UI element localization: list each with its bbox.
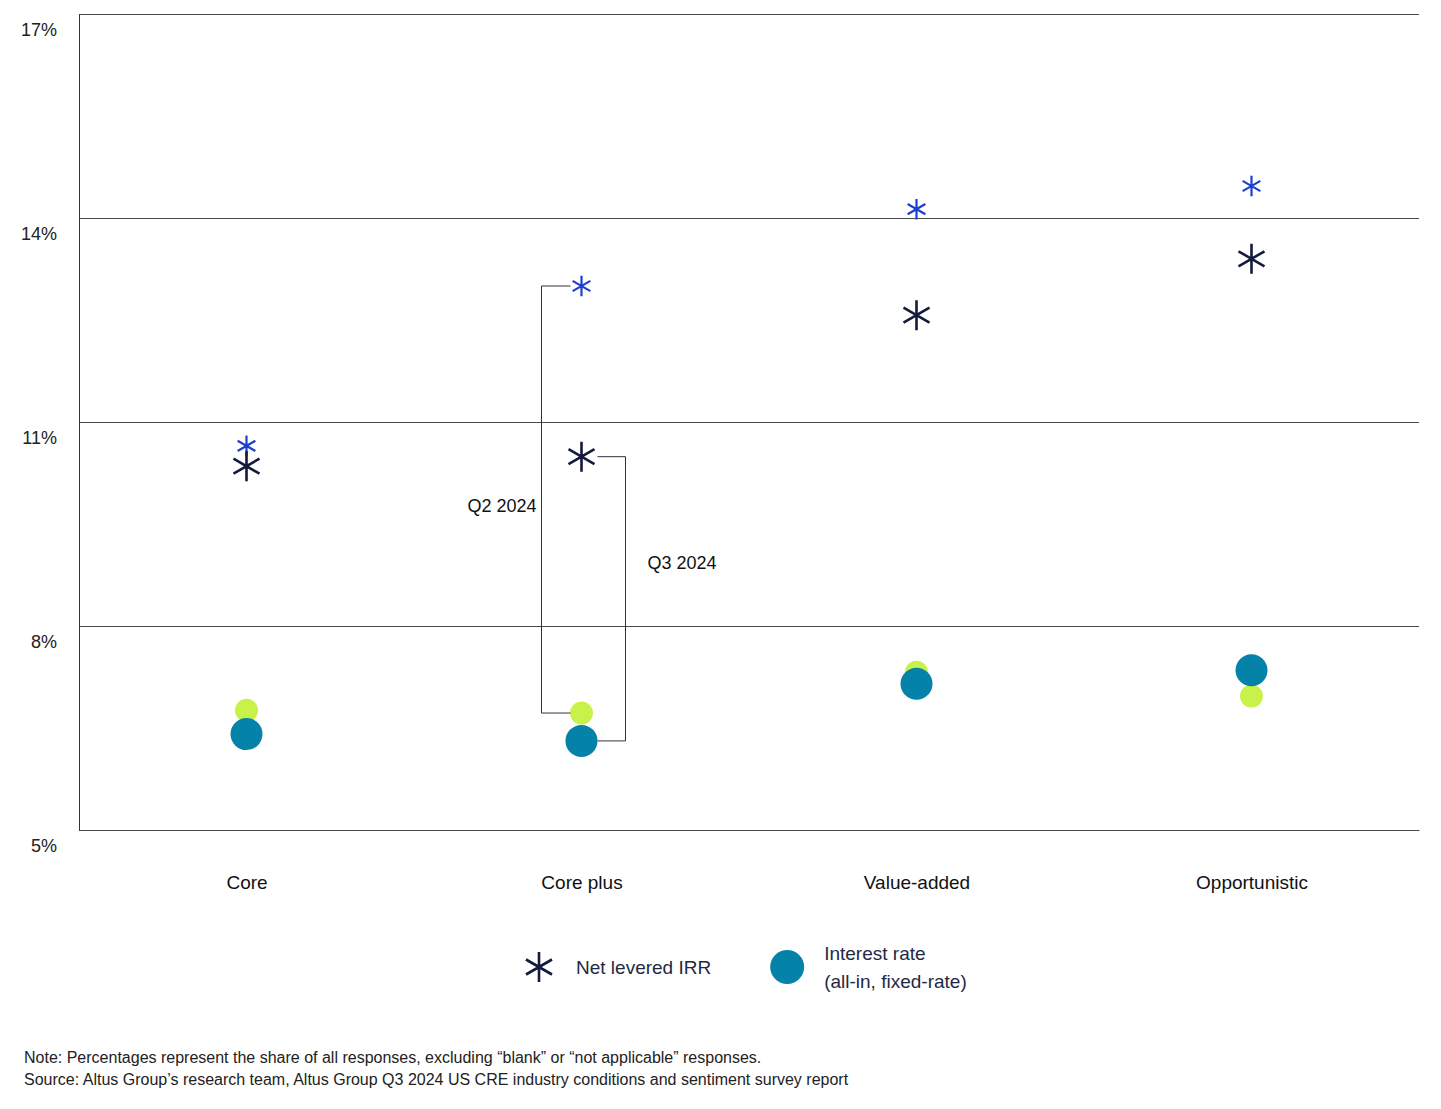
x-tick: Value-added <box>864 830 970 893</box>
x-tick-label: Opportunistic <box>1196 872 1308 893</box>
y-tick: 11% <box>22 423 79 449</box>
legend-item: Net levered IRR <box>526 952 711 982</box>
y-tick-label: 17% <box>21 20 57 40</box>
y-tick-label: 14% <box>21 224 57 244</box>
x-tick-label: Core plus <box>541 872 622 893</box>
y-tick-label: 8% <box>31 632 57 652</box>
y-tick: 17% <box>21 15 79 41</box>
x-tick: Opportunistic <box>1196 830 1308 893</box>
bracket <box>598 457 626 741</box>
x-axis: Core Core plus Value-added Opportunistic <box>80 830 1420 893</box>
x-tick: Core plus <box>541 830 622 893</box>
grid-line <box>79 830 1419 831</box>
rate-marker <box>570 702 593 725</box>
x-tick-label: Value-added <box>864 872 970 893</box>
bracket <box>542 286 571 713</box>
legend-marker <box>526 952 552 982</box>
irr-marker <box>573 276 591 296</box>
y-tick: 14% <box>21 219 79 245</box>
x-tick: Core <box>226 830 267 893</box>
grid-line <box>79 14 1419 15</box>
y-axis: 5% 8% 11% 14% 17% <box>21 15 80 857</box>
irr-marker <box>569 442 595 472</box>
irr-marker <box>1239 244 1265 274</box>
x-axis-line <box>80 830 1420 831</box>
series <box>231 654 1268 757</box>
legend-label: Interest rate (all-in, fixed-rate) <box>824 943 967 992</box>
legend-marker <box>770 950 804 984</box>
irr-marker <box>904 300 930 330</box>
note: Note: Percentages represent the share of… <box>24 1049 761 1066</box>
grid-line <box>79 422 1419 423</box>
x-tick-label: Core <box>226 872 267 893</box>
rate-marker <box>231 718 263 750</box>
legend: Net levered IRR Interest rate (all-in, fi… <box>526 943 967 992</box>
annotation-label: Q2 2024 <box>467 496 536 516</box>
annotations: Q2 2024 Q3 2024 <box>467 286 716 741</box>
annotation-label: Q3 2024 <box>648 553 717 573</box>
grid-line <box>79 218 1419 219</box>
y-tick-label: 11% <box>22 428 57 448</box>
grid <box>79 14 1419 830</box>
y-tick: 5% <box>31 831 79 857</box>
rate-marker <box>901 668 933 700</box>
irr-marker <box>1243 176 1261 196</box>
marks <box>231 176 1268 757</box>
series <box>234 244 1265 481</box>
rate-marker <box>1240 685 1263 708</box>
y-axis-line <box>79 15 80 831</box>
irr-marker <box>234 451 260 481</box>
legend-item: Interest rate (all-in, fixed-rate) <box>770 943 967 992</box>
rate-marker <box>566 725 598 757</box>
y-tick-label: 5% <box>31 836 57 856</box>
irr-marker <box>908 199 926 219</box>
y-tick: 8% <box>31 627 79 653</box>
grid-line <box>79 626 1419 627</box>
legend-label: Net levered IRR <box>576 957 711 978</box>
chart: 5% 8% 11% 14% 17% Core Core plus Value-added Opp… <box>0 0 1441 1109</box>
source: Source: Altus Group’s research team, Alt… <box>24 1071 849 1088</box>
rate-marker <box>1236 654 1268 686</box>
series <box>235 661 1263 725</box>
series <box>238 176 1261 456</box>
